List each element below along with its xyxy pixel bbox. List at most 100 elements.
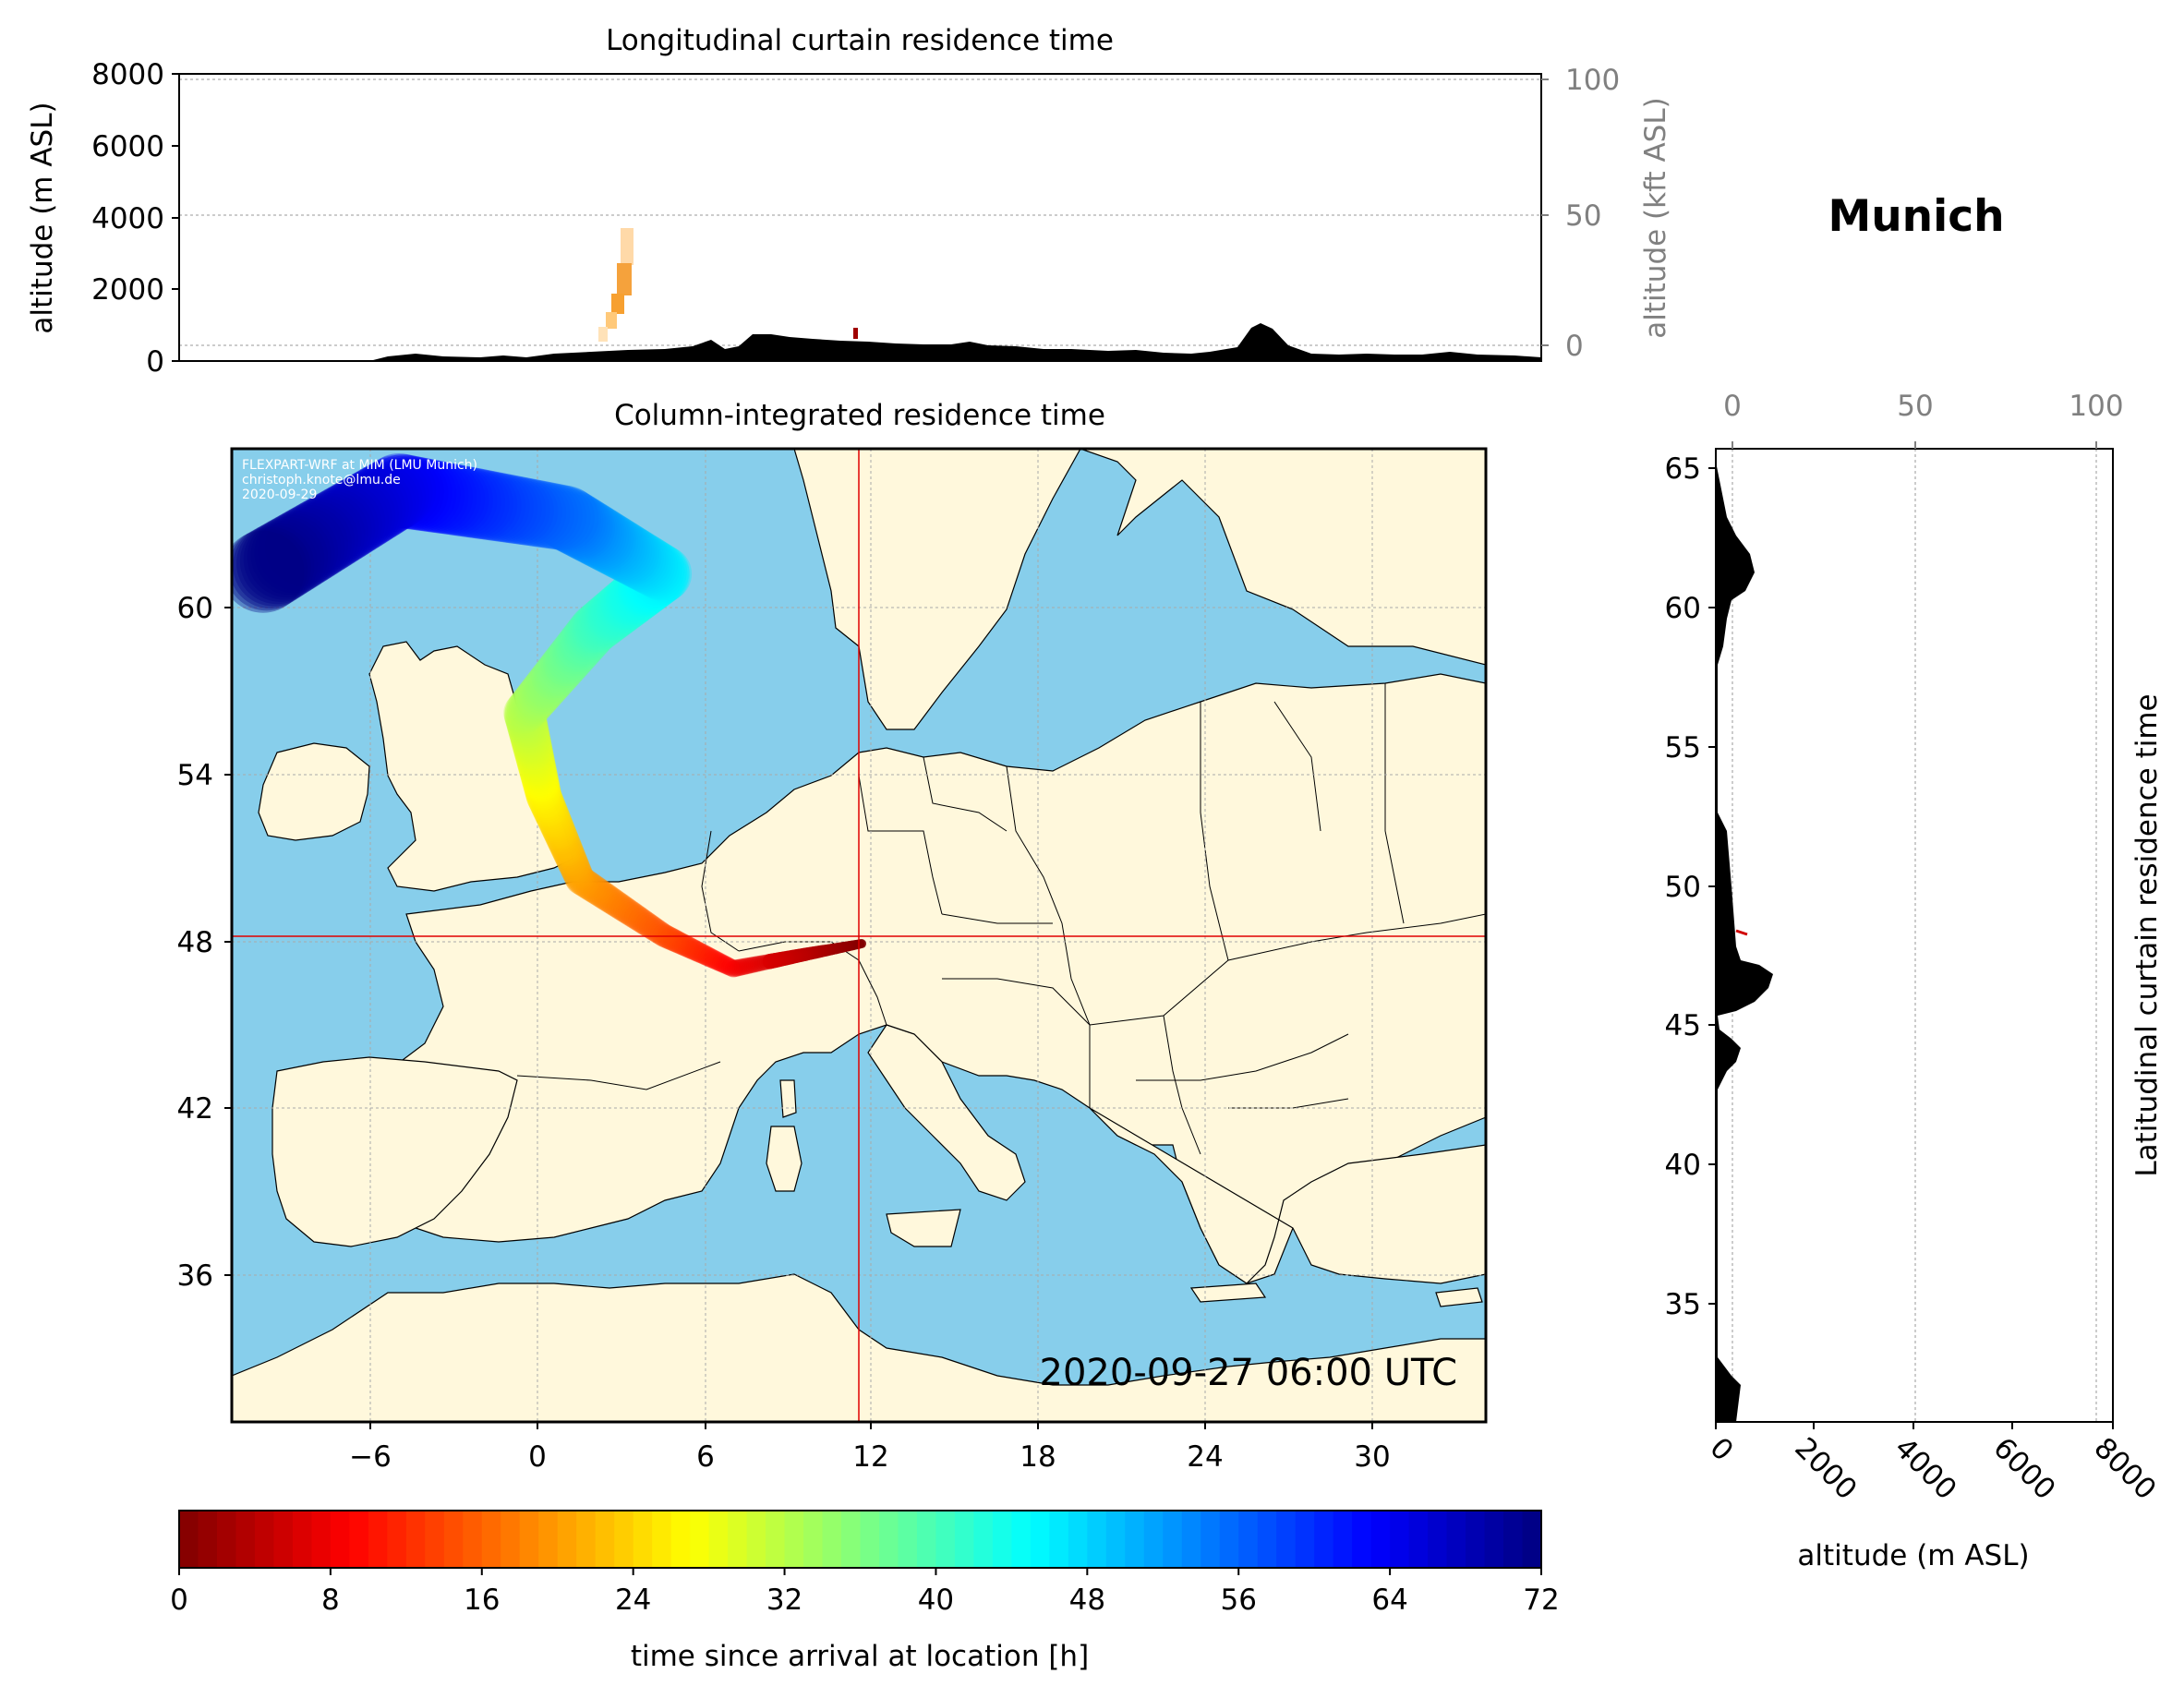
plume-cell [513, 732, 553, 773]
plume-cell [657, 926, 681, 950]
colorbar-cell [463, 1511, 483, 1568]
plume-cell [748, 956, 765, 972]
plume-cell [622, 538, 681, 596]
plume-cell [580, 874, 609, 904]
side-xtick-top-100: 100 [2069, 390, 2123, 423]
top-ytick-4000: 4000 [91, 202, 164, 235]
colorbar-cell [1428, 1511, 1448, 1568]
plume-cell [737, 957, 754, 975]
plume-cell [434, 466, 506, 538]
plume-cell [569, 604, 620, 655]
plume-cell [505, 690, 548, 732]
plume-cell [505, 700, 548, 742]
plume-cell [304, 485, 382, 563]
plume-cell [686, 941, 707, 962]
plume-cell [610, 568, 665, 622]
plume-cell [621, 559, 676, 614]
plume-cell [575, 598, 627, 650]
plume-cell [357, 455, 433, 530]
plume-cell [580, 594, 633, 645]
plume-cell [524, 772, 561, 809]
plume-cell [585, 589, 637, 642]
plume-cell [585, 515, 646, 577]
plume-cell [542, 639, 590, 687]
plume-cell [370, 454, 445, 529]
plume-cell [632, 910, 658, 935]
plume-cell [582, 876, 611, 906]
plume-cell [587, 588, 639, 641]
colorbar-tick-56: 56 [1220, 1584, 1256, 1617]
plume-cell [525, 663, 570, 708]
side-xlabel: altitude (m ASL) [1797, 1539, 2029, 1572]
plume-cell [511, 719, 551, 760]
plume-cell [602, 526, 662, 585]
plume-cell [506, 704, 549, 746]
colorbar-cell [708, 1511, 729, 1568]
plume-cell [532, 791, 567, 826]
plume-cell [300, 487, 380, 565]
colorbar-label: time since arrival at location [h] [631, 1640, 1089, 1673]
plume-cell [561, 501, 625, 565]
plume-cell [742, 957, 759, 974]
plume-cell [355, 457, 429, 533]
side-ytick-45: 45 [1665, 1009, 1701, 1042]
plume-cell [413, 463, 486, 535]
plume-cell [286, 495, 366, 574]
plume-cell [541, 489, 606, 555]
colorbar-cell [1030, 1511, 1050, 1568]
plume-cell [586, 517, 648, 578]
plume-cell [622, 557, 678, 613]
colorbar-cell [1390, 1511, 1410, 1568]
plume-cell [556, 499, 621, 562]
plume-cell [514, 676, 559, 720]
plume-cell [608, 529, 667, 588]
plume-cell [548, 632, 596, 680]
column-integrated-map-panel: Column-integrated residence time [177, 399, 1488, 1474]
plume-cell [604, 891, 632, 919]
plume-cell [633, 547, 691, 604]
plume-cell [756, 954, 773, 970]
plume-cell [396, 459, 469, 533]
plume-cell [579, 512, 641, 574]
plume-cell [515, 737, 554, 777]
colorbar-cell [1446, 1511, 1466, 1568]
plume-cell [762, 953, 778, 969]
plume-cell [579, 596, 631, 647]
colorbar-cell [1125, 1511, 1145, 1568]
colorbar-cell [481, 1511, 501, 1568]
plume-cell [733, 958, 751, 976]
colorbar-cell [368, 1511, 388, 1568]
colorbar-cell [1333, 1511, 1353, 1568]
plume-cell [243, 518, 325, 600]
plume-cell [708, 951, 728, 971]
plume-cell [283, 497, 362, 576]
colorbar-cell [690, 1511, 710, 1568]
plume-cell [684, 940, 706, 961]
plume-cell [490, 477, 559, 546]
colorbar-cell [1238, 1511, 1259, 1568]
colorbar-cell [1257, 1511, 1277, 1568]
side-xtick-8000: 8000 [2087, 1431, 2162, 1506]
plume-cell [703, 948, 722, 969]
side-xtick-6000: 6000 [1986, 1431, 2061, 1506]
plume-cell [526, 661, 572, 706]
plume-cell [538, 806, 573, 841]
colorbar-tick-72: 72 [1523, 1584, 1559, 1617]
side-ytick-65: 65 [1665, 452, 1701, 486]
plume-cell [646, 919, 670, 944]
top-ytick-2000: 2000 [91, 273, 164, 307]
colorbar-cell [822, 1511, 842, 1568]
plume-cell [537, 804, 573, 838]
plume-cell [520, 669, 564, 715]
plume-cell [599, 524, 659, 584]
plume-cell [535, 798, 570, 833]
plume-cell [592, 520, 653, 581]
colorbar-cell [216, 1511, 237, 1568]
map-title: Column-integrated residence time [614, 399, 1105, 432]
colorbar-cell [784, 1511, 804, 1568]
plume-cell [519, 754, 558, 792]
timestamp: 2020-09-27 06:00 UTC [1040, 1352, 1457, 1394]
plume-cell [417, 464, 489, 536]
plume-cell [534, 795, 569, 831]
plume-cell [268, 504, 349, 584]
